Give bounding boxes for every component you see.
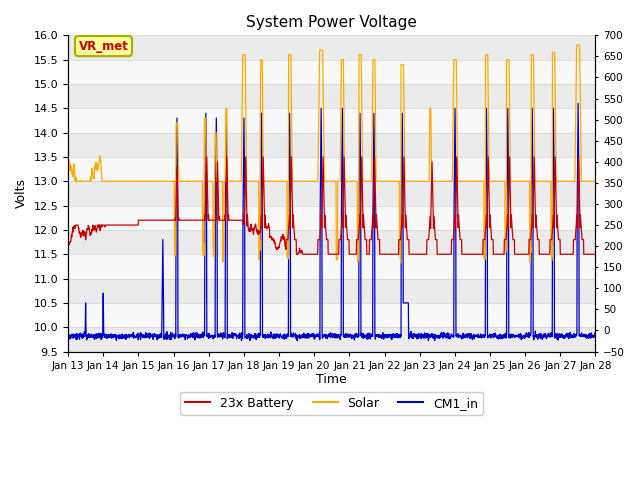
Solar [358,139,366,145]
Legend: 23x Battery, Solar, CM1_in: 23x Battery, Solar, CM1_in [180,392,483,415]
23x Battery [545,252,553,257]
Bar [68,254,595,278]
23x Battery [560,252,568,257]
CM1_in [485,334,493,339]
Bar [68,36,595,60]
23x Battery [203,154,211,160]
CM1_in [347,334,355,339]
Bar [68,303,595,327]
Bar [68,205,595,230]
CM1_in [560,333,568,338]
Bar [68,278,595,303]
Bar [68,60,595,84]
23x Battery [64,237,72,242]
Bar [68,327,595,351]
Bar [68,132,595,157]
Solar [64,164,72,169]
X-axis label: Time: Time [316,373,347,386]
Line: CM1_in: CM1_in [68,103,595,341]
Solar [347,179,355,184]
Line: 23x Battery: 23x Battery [68,157,595,254]
Solar [485,161,493,167]
Y-axis label: Volts: Volts [15,179,28,208]
23x Battery [292,252,300,257]
Bar [68,181,595,205]
23x Battery [211,217,219,223]
Bar [68,230,595,254]
CM1_in [211,333,219,338]
Bar [68,157,595,181]
Bar [68,108,595,132]
23x Battery [348,252,355,257]
23x Battery [359,201,367,207]
23x Battery [591,252,599,257]
Bar [68,84,595,108]
Solar [397,260,404,266]
Solar [591,179,599,184]
CM1_in [545,334,553,339]
Solar [211,130,219,135]
23x Battery [485,201,493,207]
CM1_in [64,333,72,338]
Text: VR_met: VR_met [79,39,129,53]
Solar [560,179,568,184]
Title: System Power Voltage: System Power Voltage [246,15,417,30]
CM1_in [358,333,366,339]
CM1_in [424,338,432,344]
CM1_in [574,100,582,106]
Line: Solar: Solar [68,45,595,263]
Solar [573,42,580,48]
CM1_in [591,329,599,335]
Solar [545,179,553,184]
